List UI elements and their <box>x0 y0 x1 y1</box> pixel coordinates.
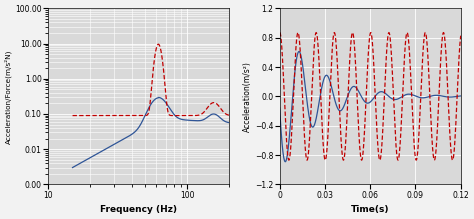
X-axis label: Time(s): Time(s) <box>351 205 390 214</box>
X-axis label: Frequency (Hz): Frequency (Hz) <box>100 205 177 214</box>
Y-axis label: Acceleration/Force(m/s²N): Acceleration/Force(m/s²N) <box>5 49 12 143</box>
Y-axis label: Acceleration(m/s²): Acceleration(m/s²) <box>243 61 252 132</box>
